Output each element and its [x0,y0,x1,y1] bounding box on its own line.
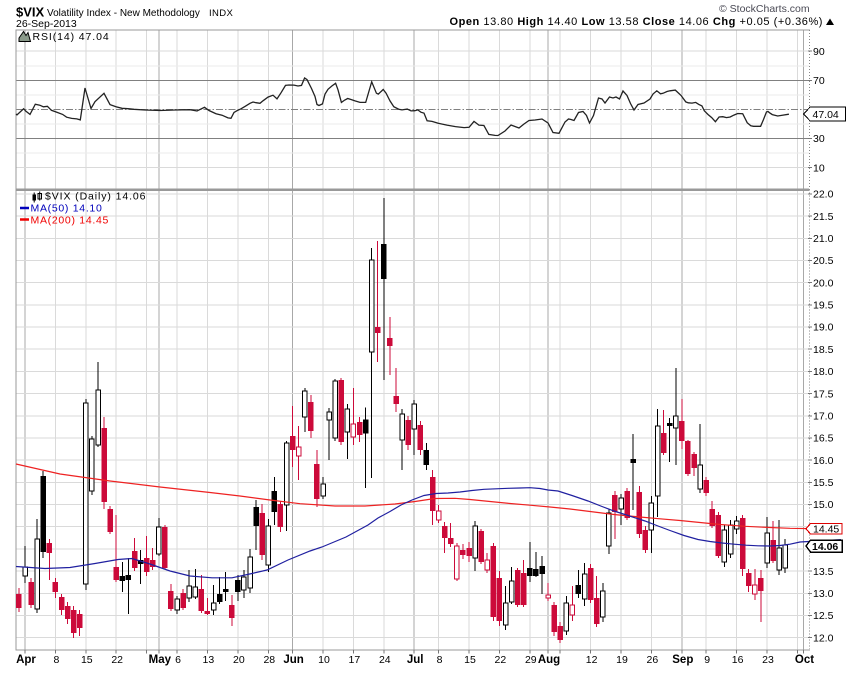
svg-text:15.0: 15.0 [813,499,834,511]
svg-text:21.5: 21.5 [813,211,834,223]
svg-text:8: 8 [437,654,443,666]
svg-text:13.5: 13.5 [813,566,834,578]
svg-text:90: 90 [813,46,825,58]
svg-text:13: 13 [203,654,215,666]
svg-text:29: 29 [525,654,537,666]
svg-text:30: 30 [813,133,825,145]
svg-text:Jul: Jul [407,654,424,666]
svg-text:20.0: 20.0 [813,277,834,289]
svg-text:20: 20 [233,654,245,666]
svg-text:© StockCharts.com: © StockCharts.com [719,3,810,15]
svg-text:26-Sep-2013: 26-Sep-2013 [16,18,77,30]
svg-text:INDX: INDX [209,8,234,19]
svg-text:28: 28 [263,654,275,666]
svg-text:May: May [149,654,172,666]
svg-text:12: 12 [586,654,598,666]
svg-text:MA(50) 14.10: MA(50) 14.10 [31,203,103,215]
svg-text:17.0: 17.0 [813,411,834,423]
svg-text:16: 16 [732,654,744,666]
svg-text:Sep: Sep [672,654,693,666]
svg-text:10: 10 [813,162,825,174]
svg-text:20.5: 20.5 [813,255,834,267]
svg-text:15.5: 15.5 [813,477,834,489]
svg-text:Open 13.80 High 14.40 Low 13: Open 13.80 High 14.40 Low 13.58 Close 14… [450,16,824,28]
svg-text:17: 17 [349,654,361,666]
svg-text:22.0: 22.0 [813,189,834,201]
svg-text:16.0: 16.0 [813,455,834,467]
svg-text:17.5: 17.5 [813,388,834,400]
svg-text:MA(200) 14.45: MA(200) 14.45 [31,215,110,227]
svg-text:15: 15 [81,654,93,666]
svg-text:Volatility Index - New Methodo: Volatility Index - New Methodology [47,8,200,19]
svg-text:19: 19 [616,654,628,666]
svg-text:22: 22 [495,654,507,666]
svg-text:19.0: 19.0 [813,322,834,334]
svg-text:19.5: 19.5 [813,300,834,312]
svg-text:Oct: Oct [795,654,814,666]
svg-text:12.0: 12.0 [813,632,834,644]
svg-text:14.06: 14.06 [812,541,838,553]
svg-text:26: 26 [647,654,659,666]
svg-text:$VIX: $VIX [16,5,45,20]
svg-text:16.5: 16.5 [813,433,834,445]
svg-text:Apr: Apr [16,654,36,666]
svg-text:RSI(14) 47.04: RSI(14) 47.04 [33,31,110,43]
svg-text:10: 10 [318,654,330,666]
svg-text:13.0: 13.0 [813,588,834,600]
svg-text:6: 6 [175,654,181,666]
svg-text:Aug: Aug [538,654,560,666]
svg-text:15: 15 [464,654,476,666]
svg-text:47.04: 47.04 [813,109,839,121]
svg-text:14.45: 14.45 [813,523,839,535]
svg-text:23: 23 [762,654,774,666]
svg-text:18.5: 18.5 [813,344,834,356]
svg-text:12.5: 12.5 [813,610,834,622]
svg-text:Jun: Jun [283,654,303,666]
svg-text:$VIX (Daily) 14.06: $VIX (Daily) 14.06 [45,191,146,203]
svg-text:21.0: 21.0 [813,233,834,245]
svg-text:18.0: 18.0 [813,366,834,378]
svg-text:70: 70 [813,75,825,87]
svg-text:24: 24 [379,654,391,666]
svg-text:22: 22 [111,654,123,666]
svg-text:9: 9 [704,654,710,666]
svg-text:8: 8 [53,654,59,666]
